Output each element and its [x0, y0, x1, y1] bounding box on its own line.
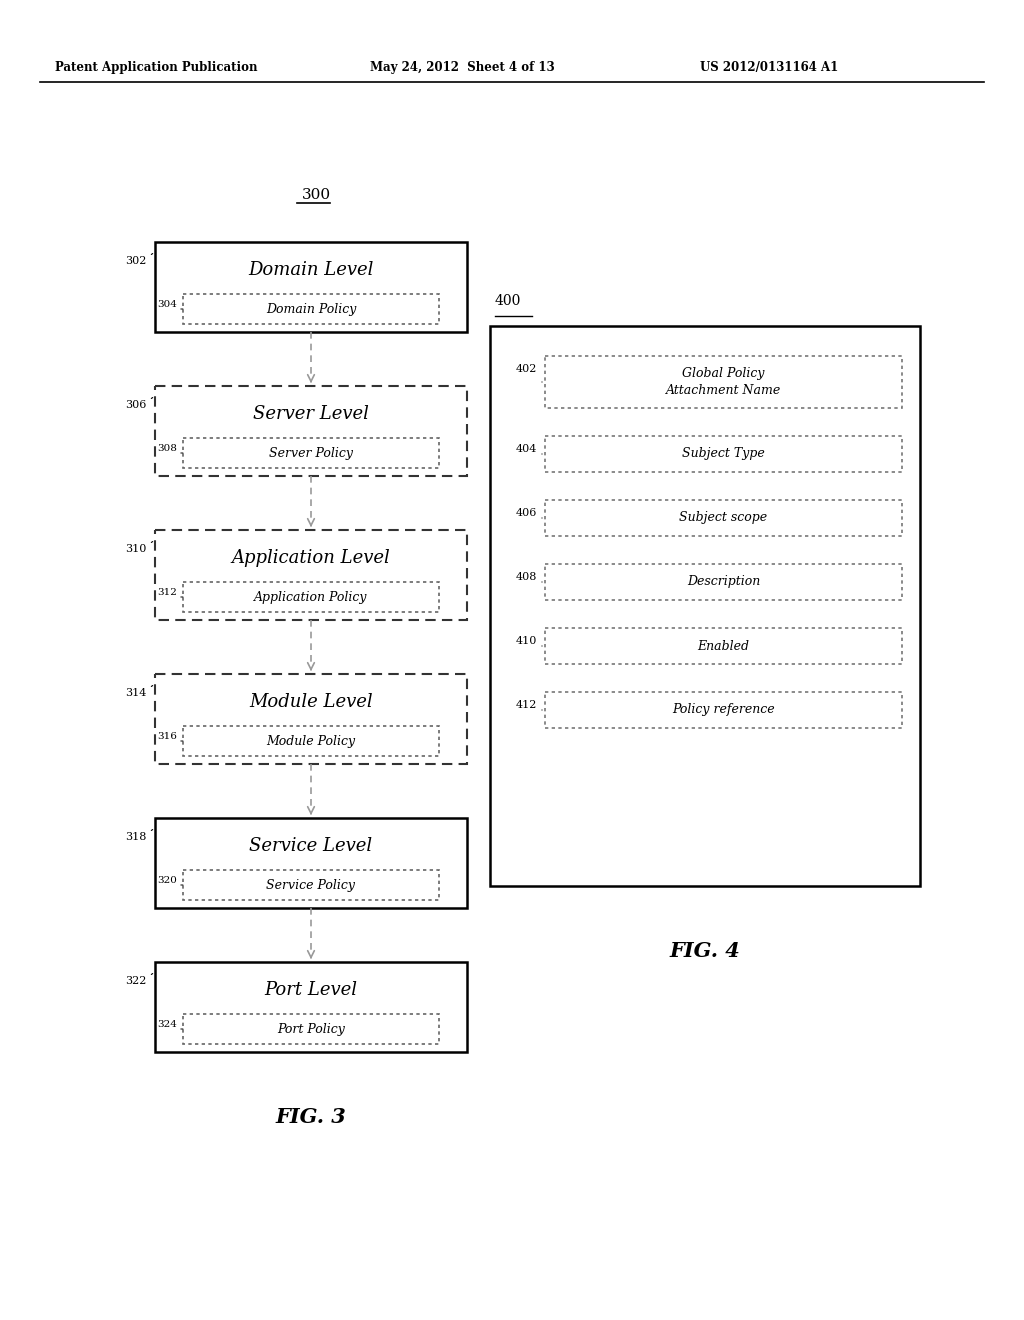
- Text: Attachment Name: Attachment Name: [666, 384, 781, 397]
- Text: 308: 308: [157, 444, 177, 453]
- Text: FIG. 4: FIG. 4: [670, 941, 740, 961]
- Bar: [490, 326, 920, 886]
- Text: FIG. 3: FIG. 3: [275, 1107, 346, 1127]
- Bar: [183, 1014, 439, 1044]
- Text: 406: 406: [516, 508, 537, 517]
- Text: Module Policy: Module Policy: [266, 734, 355, 747]
- Text: 306: 306: [126, 400, 147, 411]
- Text: Port Level: Port Level: [264, 981, 357, 999]
- Bar: [183, 582, 439, 612]
- Text: Module Level: Module Level: [249, 693, 373, 711]
- Text: May 24, 2012  Sheet 4 of 13: May 24, 2012 Sheet 4 of 13: [370, 62, 555, 74]
- Text: Subject Type: Subject Type: [682, 447, 765, 461]
- Bar: [155, 385, 467, 477]
- Text: Server Policy: Server Policy: [269, 446, 353, 459]
- Bar: [545, 564, 902, 601]
- Bar: [183, 438, 439, 469]
- Text: 412: 412: [516, 700, 537, 710]
- Bar: [155, 531, 467, 620]
- Bar: [155, 818, 467, 908]
- Bar: [155, 962, 467, 1052]
- Bar: [545, 500, 902, 536]
- Text: 320: 320: [157, 876, 177, 884]
- Text: 324: 324: [157, 1020, 177, 1030]
- Text: 314: 314: [126, 688, 147, 698]
- Text: Global Policy: Global Policy: [682, 367, 765, 380]
- Text: 404: 404: [516, 444, 537, 454]
- Text: Domain Policy: Domain Policy: [266, 302, 356, 315]
- Bar: [545, 692, 902, 729]
- Text: 318: 318: [126, 832, 147, 842]
- Text: 310: 310: [126, 544, 147, 554]
- Text: 400: 400: [495, 294, 521, 308]
- Bar: [545, 436, 902, 473]
- Text: Enabled: Enabled: [697, 639, 750, 652]
- Text: Application Policy: Application Policy: [254, 590, 368, 603]
- Text: Port Policy: Port Policy: [278, 1023, 345, 1035]
- Text: Domain Level: Domain Level: [248, 261, 374, 279]
- Text: 302: 302: [126, 256, 147, 267]
- Text: 316: 316: [157, 733, 177, 741]
- Bar: [545, 628, 902, 664]
- Bar: [183, 294, 439, 323]
- Text: Application Level: Application Level: [231, 549, 390, 568]
- Text: Description: Description: [687, 576, 760, 589]
- Text: 408: 408: [516, 572, 537, 582]
- Text: 322: 322: [126, 975, 147, 986]
- Text: Service Level: Service Level: [250, 837, 373, 855]
- Text: 410: 410: [516, 636, 537, 645]
- Text: Policy reference: Policy reference: [672, 704, 775, 717]
- Bar: [155, 675, 467, 764]
- Text: US 2012/0131164 A1: US 2012/0131164 A1: [700, 62, 839, 74]
- Text: Subject scope: Subject scope: [680, 511, 768, 524]
- Text: Patent Application Publication: Patent Application Publication: [55, 62, 257, 74]
- Text: 304: 304: [157, 300, 177, 309]
- Bar: [183, 870, 439, 900]
- Text: 312: 312: [157, 587, 177, 597]
- Text: Server Level: Server Level: [253, 405, 369, 422]
- Text: Service Policy: Service Policy: [266, 879, 355, 891]
- Bar: [155, 242, 467, 333]
- Text: 300: 300: [301, 187, 331, 202]
- Text: 402: 402: [516, 364, 537, 374]
- Bar: [183, 726, 439, 756]
- Bar: [545, 356, 902, 408]
